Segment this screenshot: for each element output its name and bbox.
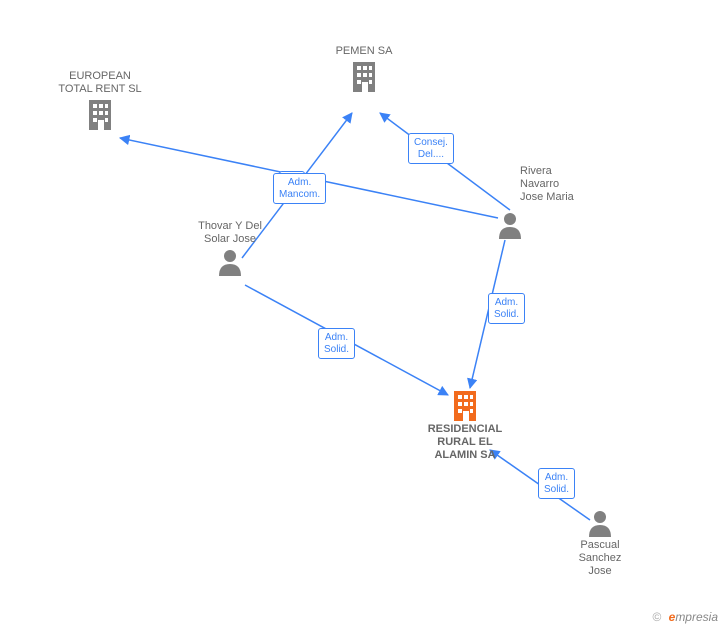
edge-label-e1: Adm.Mancom.: [273, 173, 326, 204]
node-european[interactable]: EUROPEANTOTAL RENT SL: [45, 70, 155, 130]
node-residencial[interactable]: RESIDENCIALRURAL ELALAMIN SA: [410, 389, 520, 463]
brand-text: mpresia: [675, 610, 718, 624]
node-pascual[interactable]: PascualSanchezJose: [545, 509, 655, 579]
person-icon: [545, 509, 655, 537]
node-label: Thovar Y DelSolar Jose: [175, 220, 285, 246]
edge-label-e4: Adm.Solid.: [488, 293, 525, 324]
edge-label-e6: Adm.Solid.: [538, 468, 575, 499]
node-label: PEMEN SA: [309, 45, 419, 58]
edge-label-e5: Adm.Solid.: [318, 328, 355, 359]
footer-attribution: © empresia: [652, 610, 718, 624]
node-thovar[interactable]: Thovar Y DelSolar Jose: [175, 220, 285, 276]
node-label-rivera: RiveraNavarroJose Maria: [520, 163, 600, 205]
person-icon: [497, 211, 523, 239]
building-icon: [309, 60, 419, 92]
person-icon: [175, 248, 285, 276]
building-icon: [45, 98, 155, 130]
node-label: RESIDENCIALRURAL ELALAMIN SA: [410, 423, 520, 463]
node-rivera[interactable]: [497, 211, 523, 239]
edge-label-e3: Consej.Del....: [408, 133, 454, 164]
node-pemen[interactable]: PEMEN SA: [309, 45, 419, 92]
node-label: PascualSanchezJose: [545, 539, 655, 579]
node-label: EUROPEANTOTAL RENT SL: [45, 70, 155, 96]
building-icon: [410, 389, 520, 421]
copyright-symbol: ©: [652, 610, 661, 624]
